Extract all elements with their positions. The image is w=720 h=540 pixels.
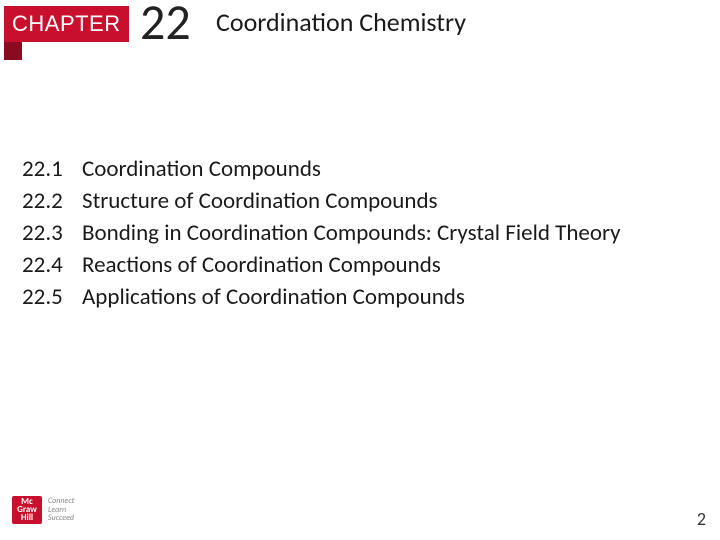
toc-item-label: Applications of Coordination Compounds (82, 283, 690, 313)
toc-item: 22.1 Coordination Compounds (22, 155, 690, 185)
chapter-badge-label: CHAPTER (12, 11, 121, 36)
publisher-tagline: ConnectLearnSucceed (48, 497, 74, 523)
toc-item-number: 22.4 (22, 251, 82, 281)
toc-item: 22.3 Bonding in Coordination Compounds: … (22, 219, 690, 249)
toc-item-number: 22.1 (22, 155, 82, 185)
table-of-contents: 22.1 Coordination Compounds 22.2 Structu… (22, 155, 690, 314)
toc-item-number: 22.2 (22, 187, 82, 217)
publisher-logo: McGrawHill ConnectLearnSucceed (12, 496, 74, 524)
slide: CHAPTER 22 Coordination Chemistry 22.1 C… (0, 0, 720, 540)
chapter-badge: CHAPTER (4, 6, 129, 42)
toc-item-number: 22.5 (22, 283, 82, 313)
toc-item-number: 22.3 (22, 219, 82, 249)
toc-item: 22.4 Reactions of Coordination Compounds (22, 251, 690, 281)
toc-item: 22.2 Structure of Coordination Compounds (22, 187, 690, 217)
toc-item-label: Reactions of Coordination Compounds (82, 251, 690, 281)
publisher-logo-text: McGrawHill (17, 498, 37, 522)
publisher-logo-icon: McGrawHill (12, 496, 42, 524)
page-number: 2 (697, 508, 706, 530)
toc-item-label: Structure of Coordination Compounds (82, 187, 690, 217)
toc-item-label: Bonding in Coordination Compounds: Cryst… (82, 219, 690, 249)
toc-item: 22.5 Applications of Coordination Compou… (22, 283, 690, 313)
chapter-number: 22 (140, 0, 191, 53)
toc-item-label: Coordination Compounds (82, 155, 690, 185)
chapter-title: Coordination Chemistry (216, 6, 466, 38)
